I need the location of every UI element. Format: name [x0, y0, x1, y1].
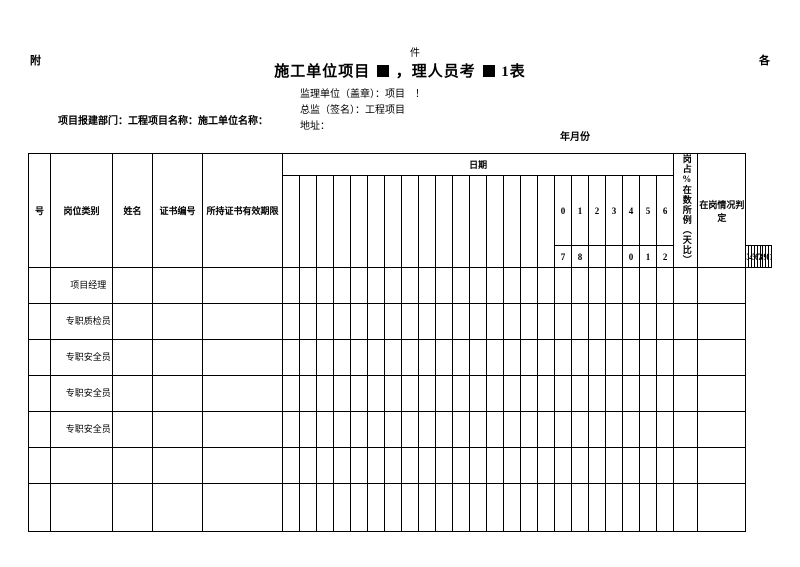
corner-left-label: 附: [30, 52, 41, 68]
th-pct-text: 岗占%在数所例（天比）: [681, 154, 691, 265]
table-row: 专职安全员: [29, 340, 772, 376]
meta-center: 监理单位（盖章）：项目 ！ 总监（签名）：工程项目 地址：: [300, 87, 772, 135]
meta-left: 项目报建部门：工程项目名称：施工单位名称：: [58, 114, 268, 130]
th-seq: 号: [29, 154, 51, 268]
corner-right-label: 各: [759, 52, 770, 68]
th-d-r2-4: 0: [623, 246, 640, 268]
title-seg1: 施工单位项目: [274, 64, 370, 80]
th-judge: 在岗情况判定: [698, 154, 746, 268]
redacted-block-icon: [483, 65, 495, 77]
th-d-r1-1: 1: [572, 176, 589, 246]
small-top-label: 件: [410, 44, 420, 59]
th-d-r1-6: 6: [657, 176, 674, 246]
attendance-table: 号 岗位类别 姓名 证书编号 所持证书有效期限 日期 岗占%在数所例（天比） 在…: [28, 153, 772, 532]
th-d-r2-15: 1: [769, 246, 772, 268]
th-name: 姓名: [113, 154, 153, 268]
role-cell: 专职安全员: [51, 412, 113, 448]
title-seg3: 1表: [501, 64, 526, 80]
th-d-r2-6: 2: [657, 246, 674, 268]
th-d-r2-3: [606, 246, 623, 268]
page-title: 施工单位项目 ，理人员考 1表: [28, 60, 772, 81]
th-d-r1-3: 3: [606, 176, 623, 246]
th-d-r2-5: 1: [640, 246, 657, 268]
role-cell: 项目经理: [51, 268, 113, 304]
table-body: 项目经理 专职质检员 专职安全员 专职安全员: [29, 268, 772, 532]
title-seg2: ，理人员考: [396, 64, 476, 80]
th-d-r2-2: [589, 246, 606, 268]
th-role: 岗位类别: [51, 154, 113, 268]
th-d-r1-5: 5: [640, 176, 657, 246]
th-certno: 证书编号: [153, 154, 203, 268]
meta-line1: 监理单位（盖章）：项目 ！: [300, 87, 772, 103]
table-row: [29, 448, 772, 484]
redacted-block-icon: [377, 65, 389, 77]
th-d-r1-4: 4: [623, 176, 640, 246]
year-month-label: 年月份: [560, 128, 590, 143]
table-row: 项目经理: [29, 268, 772, 304]
meta-line2: 总监（签名）：工程项目: [300, 103, 772, 119]
table-row: 专职安全员: [29, 376, 772, 412]
meta-line3: 地址：: [300, 119, 772, 135]
table-row: 专职质检员: [29, 304, 772, 340]
role-cell: 专职安全员: [51, 376, 113, 412]
th-date: 日期: [283, 154, 674, 176]
th-pct: 岗占%在数所例（天比）: [674, 154, 698, 268]
role-cell: 专职质检员: [51, 304, 113, 340]
th-d-r2-0: 7: [555, 246, 572, 268]
role-cell: 专职安全员: [51, 340, 113, 376]
th-valid: 所持证书有效期限: [203, 154, 283, 268]
th-d-r1-2: 2: [589, 176, 606, 246]
table-row: [29, 484, 772, 532]
th-d-r2-1: 8: [572, 246, 589, 268]
th-d-r1-0: 0: [555, 176, 572, 246]
table-row: 专职安全员: [29, 412, 772, 448]
